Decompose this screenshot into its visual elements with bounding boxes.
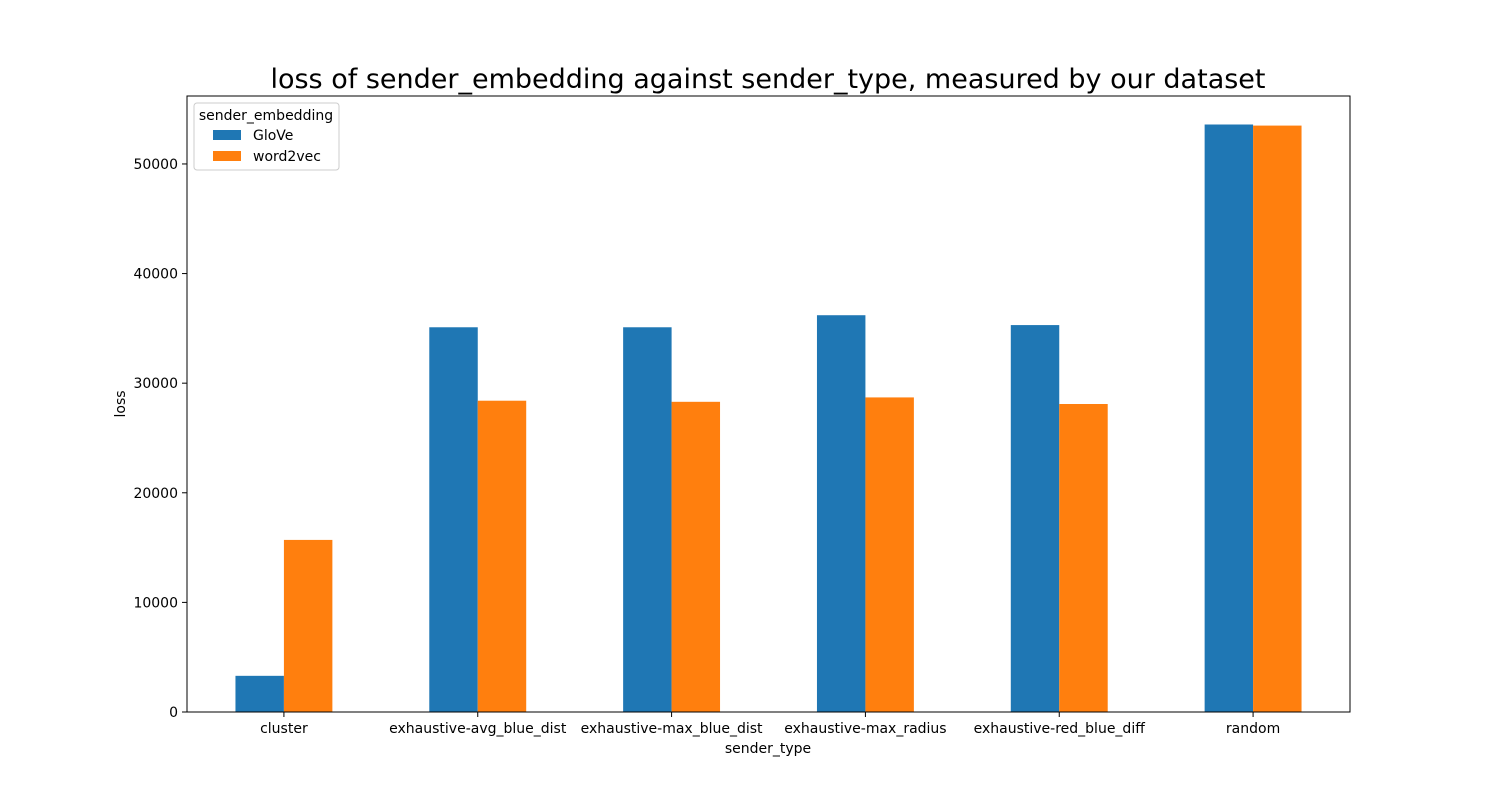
- y-tick-label: 30000: [133, 376, 178, 392]
- bar-GloVe-random: [1204, 124, 1254, 712]
- bar-GloVe-exhaustive-red_blue_diff: [1010, 325, 1060, 712]
- bar-GloVe-cluster: [235, 675, 284, 712]
- bar-word2vec-random: [1253, 125, 1302, 713]
- legend: sender_embedding GloVe word2vec: [193, 102, 340, 171]
- x-tick-label: cluster: [260, 721, 308, 737]
- chart-title: loss of sender_embedding against sender_…: [270, 64, 1265, 95]
- bar-GloVe-exhaustive-max_blue_dist: [623, 327, 672, 712]
- legend-label-word2vec: word2vec: [253, 149, 321, 165]
- x-axis: cluster exhaustive-avg_blue_dist exhaustiv…: [260, 712, 1280, 737]
- legend-swatch-word2vec: [213, 151, 241, 161]
- bar-word2vec-exhaustive-red_blue_diff: [1059, 404, 1108, 712]
- bar-word2vec-cluster: [283, 539, 333, 712]
- y-tick-label: 50000: [133, 157, 178, 173]
- bar-word2vec-exhaustive-avg_blue_dist: [477, 400, 527, 712]
- bar-GloVe-exhaustive-max_radius: [816, 315, 866, 712]
- x-tick-label: exhaustive-avg_blue_dist: [389, 721, 567, 737]
- bars-layer: [235, 124, 1302, 713]
- x-tick-label: random: [1226, 721, 1280, 737]
- x-tick-label: exhaustive-max_radius: [784, 721, 946, 737]
- legend-swatch-GloVe: [213, 130, 241, 140]
- x-tick-label: exhaustive-red_blue_diff: [974, 721, 1146, 737]
- plot-frame: [186, 95, 1351, 713]
- y-tick-label: 0: [169, 705, 178, 721]
- y-tick-label: 10000: [133, 595, 178, 611]
- y-axis-label: loss: [113, 390, 129, 417]
- x-axis-label: sender_type: [725, 741, 811, 757]
- y-tick-label: 40000: [133, 267, 178, 283]
- legend-label-GloVe: GloVe: [253, 128, 293, 144]
- bar-GloVe-exhaustive-avg_blue_dist: [429, 327, 478, 712]
- legend-title: sender_embedding: [199, 108, 333, 124]
- x-tick-label: exhaustive-max_blue_dist: [581, 721, 763, 737]
- y-axis: 0 10000 20000 30000 40000 50000: [133, 157, 187, 721]
- y-tick-label: 20000: [133, 486, 178, 502]
- bar-word2vec-exhaustive-max_blue_dist: [671, 401, 721, 712]
- bar-word2vec-exhaustive-max_radius: [865, 397, 914, 712]
